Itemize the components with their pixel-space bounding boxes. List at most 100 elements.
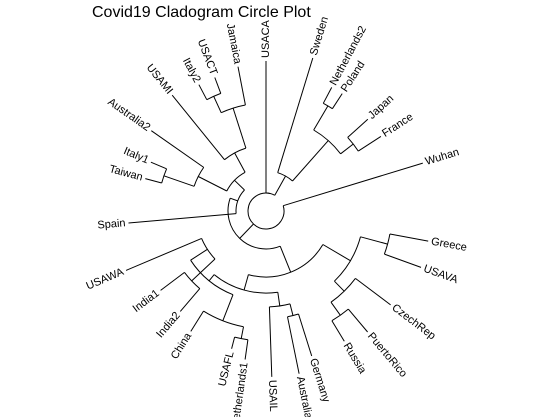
branch-2 <box>279 246 292 273</box>
tip-label-czechrep: CzechRep <box>389 302 437 342</box>
branch-20 <box>222 294 234 321</box>
branch-to-wuhan <box>283 162 423 207</box>
branch-46 <box>292 140 329 182</box>
branch-to-usawa <box>125 237 202 271</box>
root-arc <box>247 192 285 230</box>
tip-label-usava: USAVA <box>422 263 460 287</box>
tip-label-wuhan: Wuhan <box>424 146 461 168</box>
branch-to-germany <box>298 313 313 357</box>
arc-51 <box>347 137 359 152</box>
arc-5 <box>334 236 361 282</box>
branch-to-japan <box>347 118 369 138</box>
branch-8 <box>334 280 345 292</box>
arc-49 <box>323 102 333 110</box>
arc-25 <box>201 238 216 260</box>
tip-label-spain: Spain <box>97 217 126 231</box>
branch-30 <box>234 179 245 191</box>
branch-16 <box>289 303 294 316</box>
branch-6 <box>360 236 388 245</box>
branch-to-poland <box>331 93 343 109</box>
tip-label-australia1: Australia1 <box>294 375 316 417</box>
branch-to-usava <box>384 253 422 268</box>
arc-7 <box>383 233 391 255</box>
tip-label-usawa: USAWA <box>85 266 127 293</box>
branch-to-puertorico <box>347 308 368 333</box>
tip-label-netherlands1: Netherlands1 <box>230 362 251 417</box>
branch-to-india2 <box>179 288 201 312</box>
arc-43 <box>265 192 276 196</box>
tip-label-india2: India2 <box>154 310 183 341</box>
tip-label-australia2: Australia2 <box>105 96 152 134</box>
arc-1 <box>227 198 281 250</box>
arc-19 <box>190 259 234 296</box>
tip-label-sweden: Sweden <box>308 15 331 57</box>
branch-to-australia1 <box>287 316 300 374</box>
plot-title: Covid19 Cladogram Circle Plot <box>92 4 311 21</box>
arc-45 <box>277 172 293 182</box>
branch-38 <box>232 107 247 149</box>
branch-to-russia <box>331 320 345 342</box>
tip-label-usafl: USAFL <box>216 350 236 387</box>
branch-28 <box>230 197 238 202</box>
branch-36 <box>234 152 246 173</box>
arc-35 <box>161 168 168 184</box>
branch-48 <box>313 105 329 131</box>
branch-to-italy1 <box>150 161 167 170</box>
branch-10 <box>330 301 341 316</box>
arc-13 <box>213 274 278 294</box>
branch-14 <box>277 292 281 307</box>
branch-to-sweden <box>277 57 314 173</box>
tip-label-china: China <box>169 330 195 361</box>
tip-label-puertorico: PuertoRico <box>365 330 409 379</box>
branch-0 <box>239 223 254 239</box>
branch-24 <box>190 248 208 261</box>
branch-to-india1 <box>160 272 185 291</box>
arc-31 <box>226 171 246 192</box>
branch-44 <box>274 175 286 196</box>
branch-to-australia2 <box>151 130 204 168</box>
tip-label-usail: USAIL <box>266 380 279 412</box>
branch-to-usact <box>214 77 222 94</box>
branch-to-jamaica <box>237 66 246 106</box>
branch-to-czechrep <box>355 278 391 306</box>
arc-23 <box>234 336 248 341</box>
branch-to-france <box>358 135 382 152</box>
branch-to-spain <box>128 213 237 224</box>
branch-22 <box>240 326 244 339</box>
branch-to-usafl <box>231 336 236 349</box>
branch-12 <box>243 274 249 291</box>
arc-3 <box>248 244 324 278</box>
branch-to-taiwan <box>145 178 162 184</box>
branch-to-usail <box>268 306 273 377</box>
branch-34 <box>163 175 195 187</box>
tip-label-italy2: Italy2 <box>180 56 203 85</box>
arc-21 <box>203 310 244 328</box>
arc-41 <box>206 92 221 101</box>
branch-18 <box>208 274 215 282</box>
tip-label-russia: Russia <box>341 341 369 377</box>
branch-26 <box>191 258 216 282</box>
tip-label-india1: India1 <box>131 287 162 315</box>
branch-to-netherlands1 <box>244 339 249 360</box>
arc-11 <box>331 308 349 322</box>
tip-label-jamaica: Jamaica <box>224 22 244 65</box>
tip-label-taiwan: Taiwan <box>108 163 144 183</box>
tip-label-italy1: Italy1 <box>122 145 151 166</box>
tip-label-greece: Greece <box>430 236 468 254</box>
branch-to-greece <box>389 233 429 242</box>
branch-to-netherlands2 <box>322 87 333 104</box>
branch-40 <box>213 96 222 113</box>
tip-label-france: France <box>380 111 415 140</box>
branch-50 <box>340 143 354 155</box>
tip-label-usami: USAMI <box>144 62 175 97</box>
arc-47 <box>313 129 341 155</box>
branch-4 <box>322 244 351 262</box>
branch-to-china <box>190 310 204 332</box>
branch-32 <box>198 176 228 192</box>
tip-label-japan: Japan <box>366 93 396 122</box>
tip-label-usaca: USACA <box>260 19 272 58</box>
branch-to-usami <box>171 94 225 161</box>
arc-29 <box>235 189 245 214</box>
